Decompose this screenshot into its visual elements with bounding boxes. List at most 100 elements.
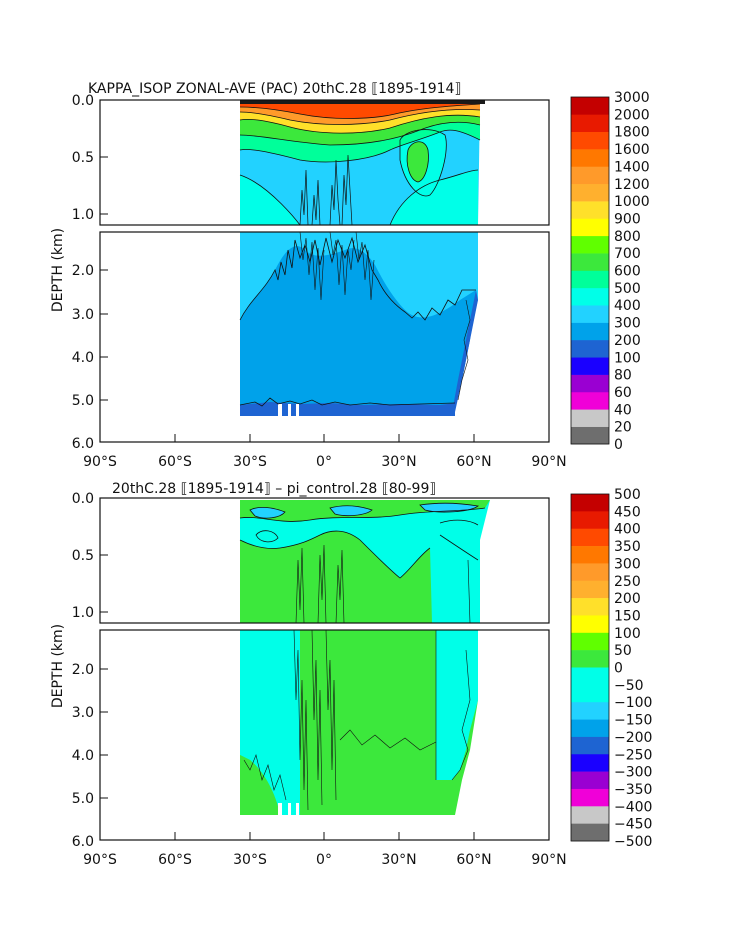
- panel-2-title: 20thC.28 ⟦1895-1914⟧ – pi_control.28 ⟦80…: [112, 481, 436, 497]
- y-tick-label: 6.0: [72, 436, 94, 452]
- colorbar-swatch: [571, 97, 609, 115]
- panel-2-upper-frame: [99, 497, 550, 624]
- y-tick-label: 0.5: [72, 150, 94, 166]
- panel-1-upper-frame: [99, 99, 550, 226]
- colorbar-swatch: [571, 305, 609, 323]
- colorbar-swatch: [571, 511, 609, 529]
- panel-1-lower-plot: [99, 231, 550, 443]
- colorbar-label: 150: [614, 608, 641, 624]
- panel-1: KAPPA_ISOP ZONAL-AVE (PAC) 20thC.28 ⟦189…: [50, 81, 650, 470]
- colorbar-label: 500: [614, 487, 641, 503]
- y-tick-label: 5.0: [72, 393, 94, 409]
- colorbar-label: 1400: [614, 159, 650, 175]
- p1-gap-3: [296, 404, 299, 416]
- colorbar-swatch: [571, 806, 609, 824]
- x-tick-label: 90°N: [531, 852, 566, 868]
- panel-2-y-axis: 0.0 0.5 1.0 2.0 3.0 4.0 5.0 6.0 DEPTH (k…: [50, 491, 108, 850]
- p2-upper-noise-contours: [295, 544, 471, 624]
- panel-2-upper-plot: [99, 497, 550, 624]
- y-tick-label: 1.0: [72, 605, 94, 621]
- colorbar-label: 250: [614, 574, 641, 590]
- x-tick-label: 30°N: [381, 454, 416, 470]
- y-tick-label: 4.0: [72, 748, 94, 764]
- x-tick-label: 30°S: [233, 454, 267, 470]
- colorbar-label: −50: [614, 678, 644, 694]
- p2-gap-1: [278, 803, 282, 815]
- p1-upper-column-field: [240, 170, 478, 225]
- colorbar-swatch: [571, 528, 609, 547]
- p1-lower-deep-field: [240, 246, 476, 412]
- colorbar-swatch: [571, 235, 609, 254]
- colorbar-swatch: [571, 322, 609, 341]
- colorbar-swatch: [571, 426, 609, 445]
- colorbar-label: −300: [614, 765, 652, 781]
- colorbar-label: −350: [614, 782, 652, 798]
- colorbar-swatch: [571, 580, 609, 599]
- colorbar-swatch: [571, 218, 609, 237]
- colorbar-swatch: [571, 114, 609, 132]
- colorbar-swatch: [571, 667, 609, 686]
- colorbar-swatch: [571, 823, 609, 842]
- y-tick-label: 4.0: [72, 350, 94, 366]
- x-tick-label: 0°: [316, 852, 332, 868]
- colorbar-swatch: [571, 201, 609, 219]
- panel-2-x-axis: 90°S 60°S 30°S 0° 30°N 60°N 90°N: [83, 832, 567, 868]
- panel-1-x-axis: 90°S 60°S 30°S 0° 30°N 60°N 90°N: [83, 434, 567, 470]
- p2-upper-north-blue: [440, 520, 478, 560]
- colorbar-swatch: [571, 615, 609, 634]
- y-tick-label: 0.5: [72, 548, 94, 564]
- y-tick-label: 5.0: [72, 791, 94, 807]
- p2-upper-green-field: [240, 531, 432, 623]
- colorbar-label: 100: [614, 626, 641, 642]
- colorbar-swatch: [571, 563, 609, 582]
- p2-lower-noise-contours: [243, 629, 471, 811]
- p1-upper-noise-contours: [299, 154, 353, 226]
- colorbar-swatch: [571, 771, 609, 790]
- colorbar-swatch: [571, 409, 609, 427]
- p2-upper-contours: [239, 502, 486, 579]
- x-tick-label: 60°N: [456, 454, 491, 470]
- x-tick-label: 90°N: [531, 454, 566, 470]
- colorbar-label: −250: [614, 747, 652, 763]
- colorbar-label: 0: [614, 661, 623, 677]
- x-tick-label: 0°: [316, 454, 332, 470]
- colorbar-swatch: [571, 270, 609, 289]
- colorbar-label: 1800: [614, 125, 650, 141]
- colorbar-label: 20: [614, 420, 632, 436]
- colorbar-label: 100: [614, 350, 641, 366]
- colorbar-label: 60: [614, 385, 632, 401]
- y-axis-label: DEPTH (km): [50, 624, 66, 708]
- x-tick-label: 30°S: [233, 852, 267, 868]
- colorbar-label: −450: [614, 817, 652, 833]
- colorbar-swatch: [571, 546, 609, 564]
- colorbar-label: 300: [614, 316, 641, 332]
- colorbar-swatch: [571, 357, 609, 375]
- colorbar-label: 600: [614, 264, 641, 280]
- colorbar-swatch: [571, 131, 609, 150]
- colorbar-swatch: [571, 719, 609, 738]
- panel-2-lower-plot: [99, 629, 550, 841]
- colorbar-label: 800: [614, 229, 641, 245]
- colorbar-swatch: [571, 166, 609, 185]
- x-tick-label: 30°N: [381, 852, 416, 868]
- colorbar-label: 500: [614, 281, 641, 297]
- colorbar-label: −100: [614, 695, 652, 711]
- colorbar-swatch: [571, 253, 609, 271]
- p1-gap-1: [278, 404, 282, 416]
- colorbar-swatch: [571, 339, 609, 358]
- p2-gap-2: [288, 803, 291, 815]
- colorbar-swatch: [571, 684, 609, 703]
- panel-2: 20thC.28 ⟦1895-1914⟧ – pi_control.28 ⟦80…: [50, 481, 652, 868]
- x-tick-label: 90°S: [83, 454, 117, 470]
- x-tick-label: 60°S: [158, 454, 192, 470]
- y-tick-label: 0.0: [72, 491, 94, 507]
- p2-lower-cyan-west: [240, 630, 300, 815]
- p2-gap-3: [296, 803, 299, 815]
- p1-gap-2: [288, 404, 291, 416]
- colorbar-label: −400: [614, 799, 652, 815]
- colorbar-swatch: [571, 494, 609, 512]
- colorbar-label: 400: [614, 522, 641, 538]
- colorbar-label: 350: [614, 539, 641, 555]
- p1-upper-north-green: [407, 141, 429, 182]
